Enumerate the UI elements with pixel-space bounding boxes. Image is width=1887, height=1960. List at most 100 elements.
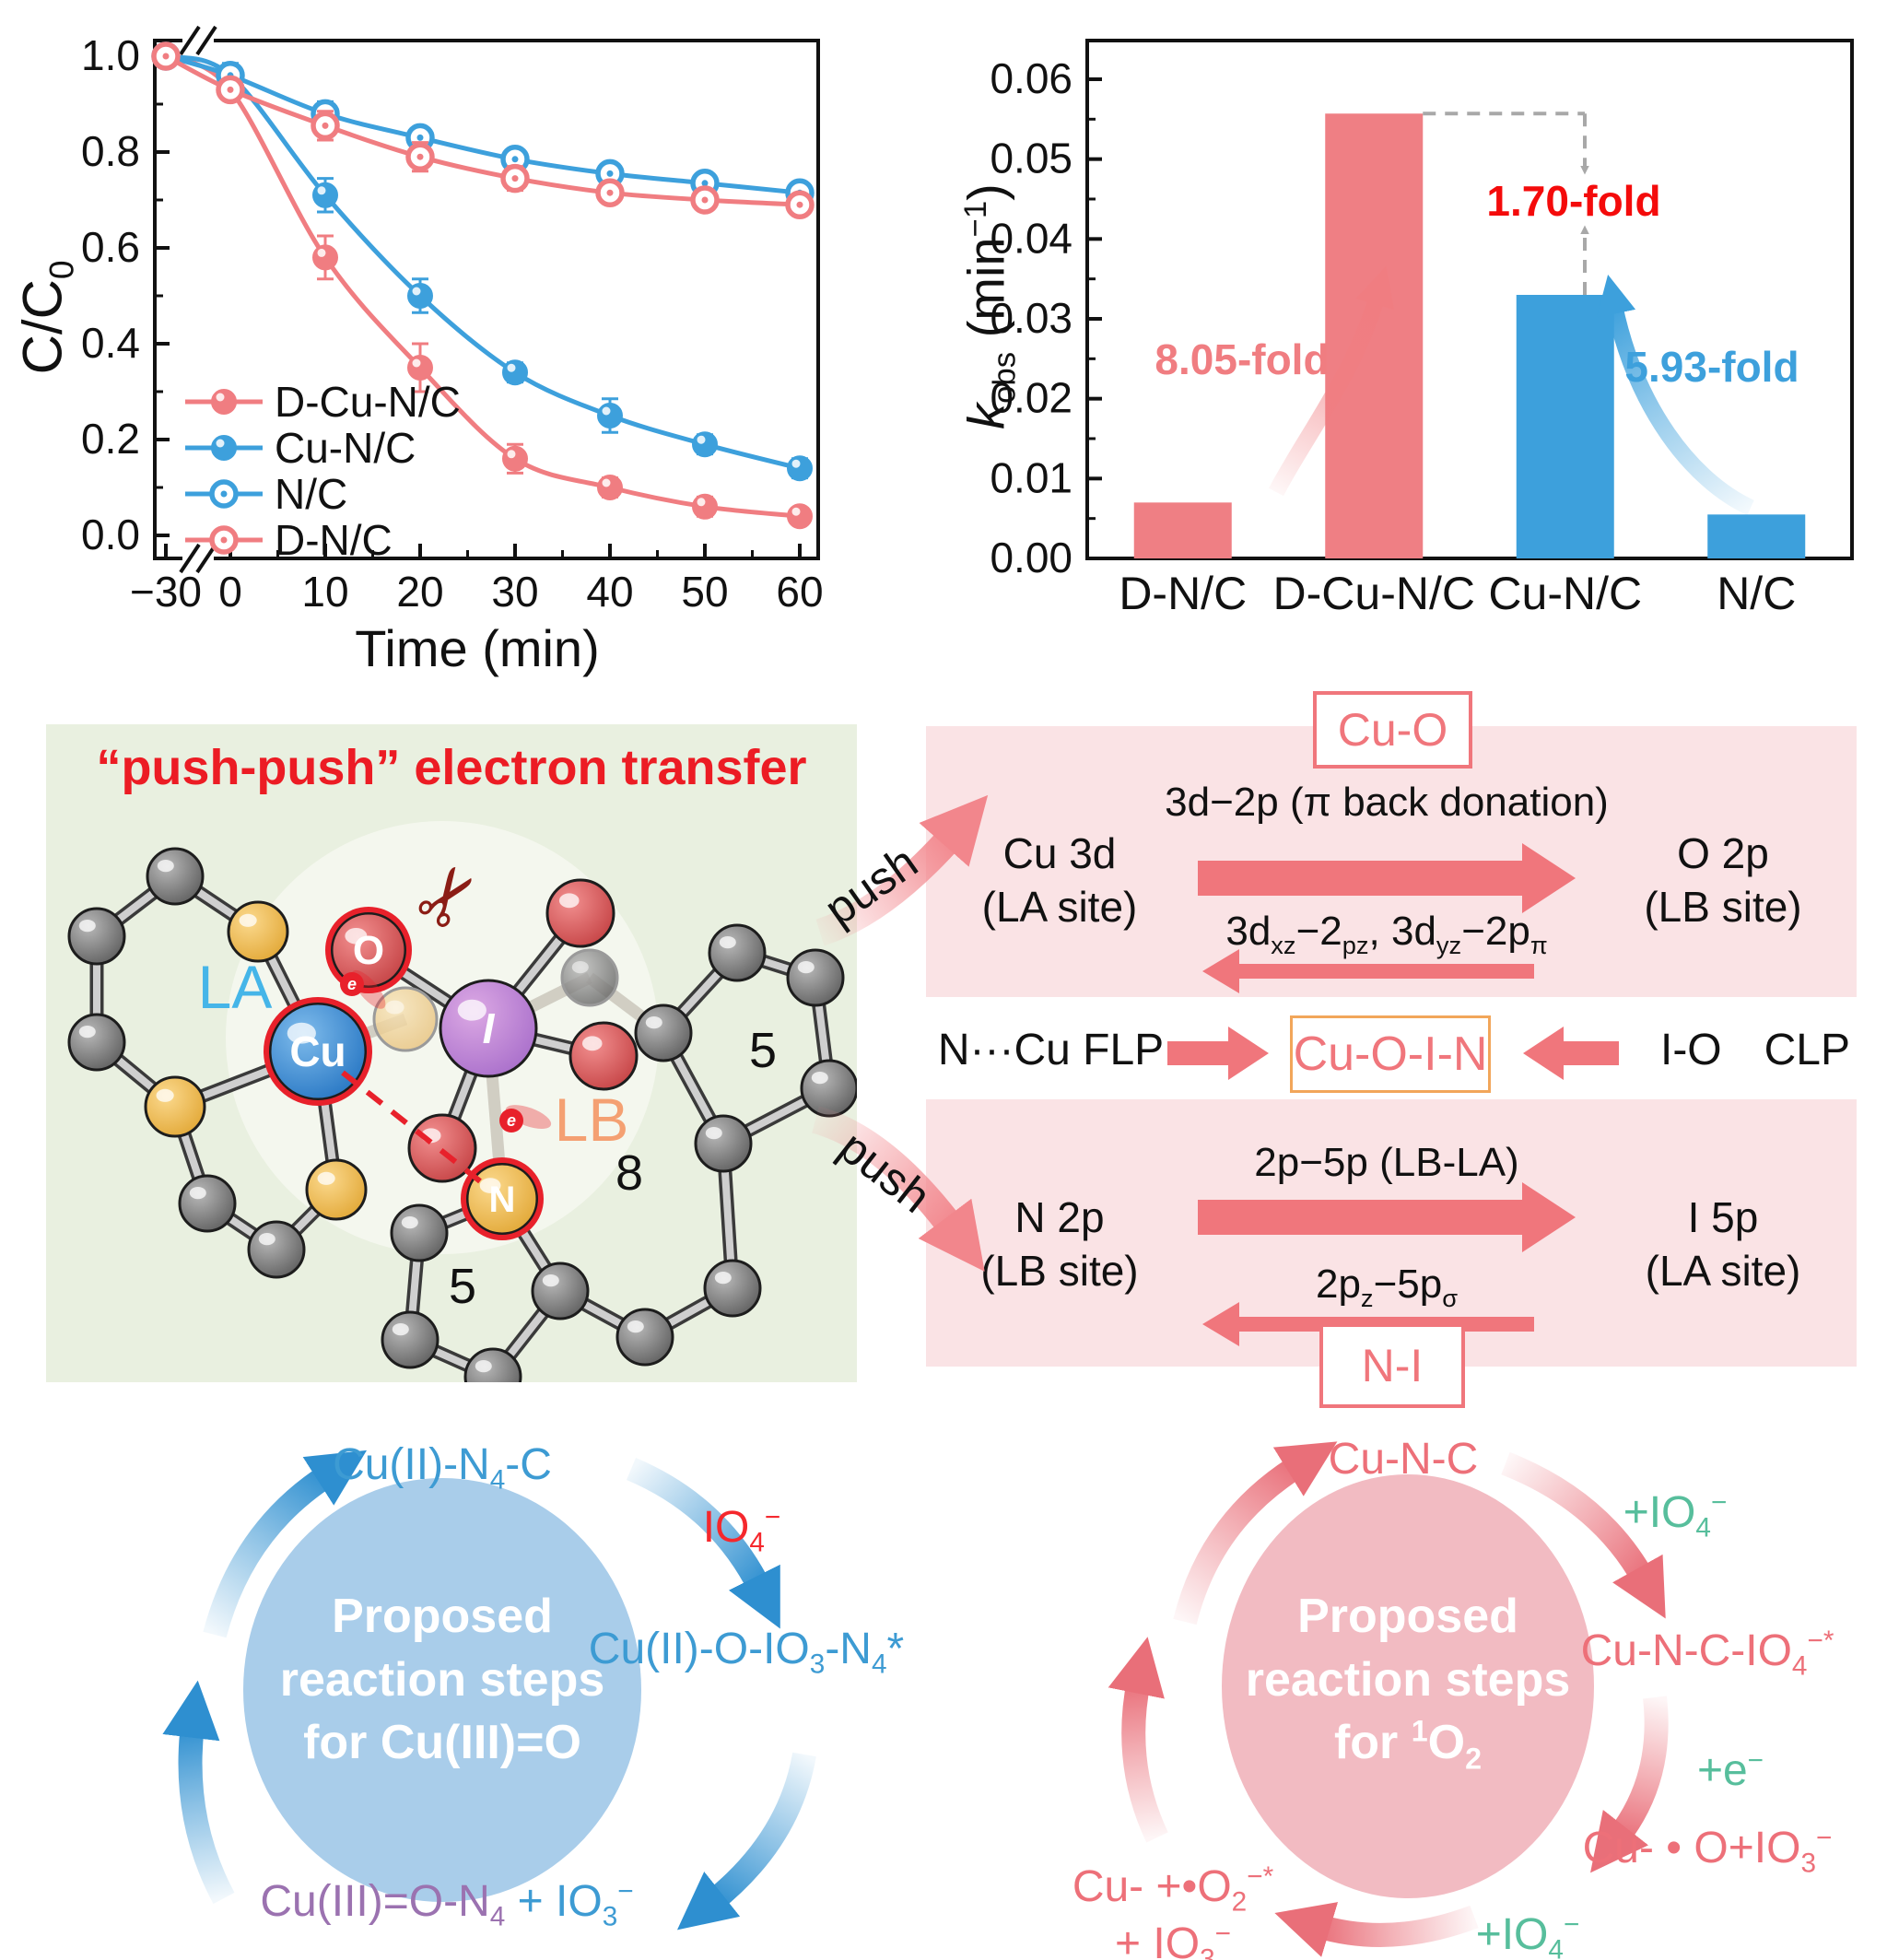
cuIII-cycle-diagram: Proposed reaction steps for Cu(III)=O Cu… [115,1421,944,1960]
line-chart-x-axis-label: Time (min) [355,619,600,677]
lb-site-label: LB [555,1086,629,1154]
svg-text:0.04: 0.04 [990,214,1072,262]
cu-o-back-orbitals-label: 3dxz−2pz, 3dyz−2pπ [1225,909,1548,959]
i5p-site-label: I 5p (LA site) [1645,1193,1801,1295]
cycle-step-plus-e: +e− [1696,1745,1764,1795]
line-series-D-Cu-N/C [153,43,813,530]
cycle-step-cuIII-o: Cu(III)=O-N4 + IO3− [260,1876,634,1932]
bar-N/C [1707,514,1806,558]
cu-atom-label: Cu [289,1027,346,1075]
n-atom-label: N [489,1180,516,1220]
atom-g4 [178,1174,237,1233]
svg-text:1.0: 1.0 [81,31,140,79]
line-chart-y-axis-label: C/C0 [11,260,81,375]
bar-chart-plot: 0.00 0.01 0.02 0.03 0.04 0.05 0.06 D-N/C D-Cu-N/… [990,39,1854,619]
atom-c8 [615,1308,674,1367]
fold-connector-dashed [1423,111,1589,295]
highlight-ring-o1 [325,907,412,993]
flp-clp-arrows [1167,1027,1619,1080]
cu3d-site-label: Cu 3d (LA site) [981,829,1138,931]
electron-marker-1 [340,972,364,996]
cycle-step-cu-o-io3: Cu- • O+IO3− [1582,1823,1833,1879]
atom-g7 [634,1003,693,1062]
legend-label-Cu-N/C: Cu-N/C [275,424,416,472]
la-site-label: LA [198,953,273,1021]
svg-text:30: 30 [491,568,538,616]
n2p-site-label: N 2p (LB site) [980,1193,1139,1295]
block-arrow-right [1198,843,1576,913]
legend-label-N/C: N/C [275,470,347,518]
atom-r3 [800,1059,857,1118]
arrow-8-05-fold [1269,265,1395,497]
cycle-step-cuII-o-io3: Cu(II)-O-IO3-N4* [588,1625,905,1680]
svg-text:0.05: 0.05 [990,135,1072,182]
cycle-center-circle [243,1478,641,1902]
atom-b2 [381,1310,440,1369]
back-donation-label: 3d−2p (π back donation) [1165,780,1609,825]
bar-chart-y-axis-label: kobs (min−1) [956,183,1023,429]
ring-size-5-bottom-label: 5 [449,1259,476,1314]
atom-g1 [146,847,205,906]
svg-text:−30: −30 [130,568,202,616]
atom-o3 [568,1021,639,1091]
arrow-5-93-fold [1596,275,1754,516]
bar-D-Cu-N/C [1325,113,1424,559]
singlet-oxygen-center-text: Proposed reaction steps for 1O2 [1245,1590,1571,1776]
block-arrow-right [1198,1182,1576,1252]
cycle-arrow-4 [1274,1902,1479,1957]
line-chart-legend: D-Cu-N/CCu-N/CN/CD-N/C [185,378,461,564]
atom-b3 [463,1347,522,1382]
bar-chart-canvas: 0.00 0.01 0.02 0.03 0.04 0.05 0.06 D-N/C D-Cu-N/… [990,39,1854,619]
push-push-scheme-panel: e e ✂ Cu O I N LA LB 8 5 5 “push-push” electron tra… [46,724,857,1382]
line-series-Cu-N/C [153,43,813,482]
svg-text:50: 50 [681,568,728,616]
svg-text:40: 40 [586,568,633,616]
atom-o2 [545,878,615,948]
cycle-center-circle [1222,1474,1594,1898]
cycle-arrow-1 [203,1449,368,1638]
cu-o-arrows [1198,843,1576,993]
block-arrow-left [1523,1027,1619,1080]
svg-text:0.6: 0.6 [81,223,140,271]
n-i-interaction-panel: N 2p (LB site) I 5p (LA site) 2p−5p (LB-LA… [926,1099,1857,1367]
svg-text:10: 10 [301,568,348,616]
svg-text:0.4: 0.4 [81,319,140,367]
bar-category-D-Cu-N/C: D-Cu-N/C [1273,568,1475,619]
block-arrow-left [1202,949,1534,993]
line-series-D-N/C [151,41,815,219]
cycle-step-plus-io4-a: +IO4− [1623,1487,1728,1543]
atom-g3 [67,1013,126,1072]
atom-g6 [560,948,619,1007]
svg-text:20: 20 [396,568,443,616]
cycle-step-plus-io4-b: +IO4− [1475,1909,1580,1960]
electron-marker-2 [499,1109,523,1133]
cu-o-box: Cu-O [1313,691,1472,769]
annotation-8-05-fold: 8.05-fold [1154,335,1329,383]
cuIII-cycle-center-text: Proposed reaction steps for Cu(III)=O [279,1590,605,1770]
decay-line-chart-panel: 0.0 0.2 0.4 0.6 0.8 1.0 −30 0 10 20 30 40 50 60 D-Cu-N… [12,6,924,706]
flp-label: N···Cu FLP [937,1026,1165,1074]
clp-label: I-O CLP [1659,1026,1851,1074]
bar-category-D-N/C: D-N/C [1119,568,1247,619]
cycle-step-io4: IO4− [702,1502,781,1558]
cycle-arrow-3 [676,1752,816,1931]
atom-b1 [390,1203,449,1262]
ring-size-5-right-label: 5 [749,1023,777,1078]
cycle-arrow-2 [626,1458,780,1629]
cycle-step-cu-n-c-io4: Cu-N-C-IO4−* [1580,1626,1834,1682]
legend-label-D-Cu-N/C: D-Cu-N/C [275,378,461,426]
singlet-oxygen-cycle-canvas [1108,1441,1669,1957]
svg-text:0.03: 0.03 [990,294,1072,342]
cycle-arrow-4 [162,1680,235,1905]
n-i-box: N-I [1319,1323,1465,1408]
svg-text:0.02: 0.02 [990,374,1072,422]
cycle-arrow-1 [1173,1441,1338,1626]
bar-Cu-N/C [1516,294,1614,558]
cycle-arrow-2 [1501,1451,1666,1619]
scheme-title: “push-push” electron transfer [96,740,807,795]
svg-text:60: 60 [776,568,823,616]
lb-la-donation-label: 2p−5p (LB-LA) [1254,1140,1519,1185]
bar-category-Cu-N/C: Cu-N/C [1488,568,1642,619]
svg-text:e: e [507,1111,516,1130]
